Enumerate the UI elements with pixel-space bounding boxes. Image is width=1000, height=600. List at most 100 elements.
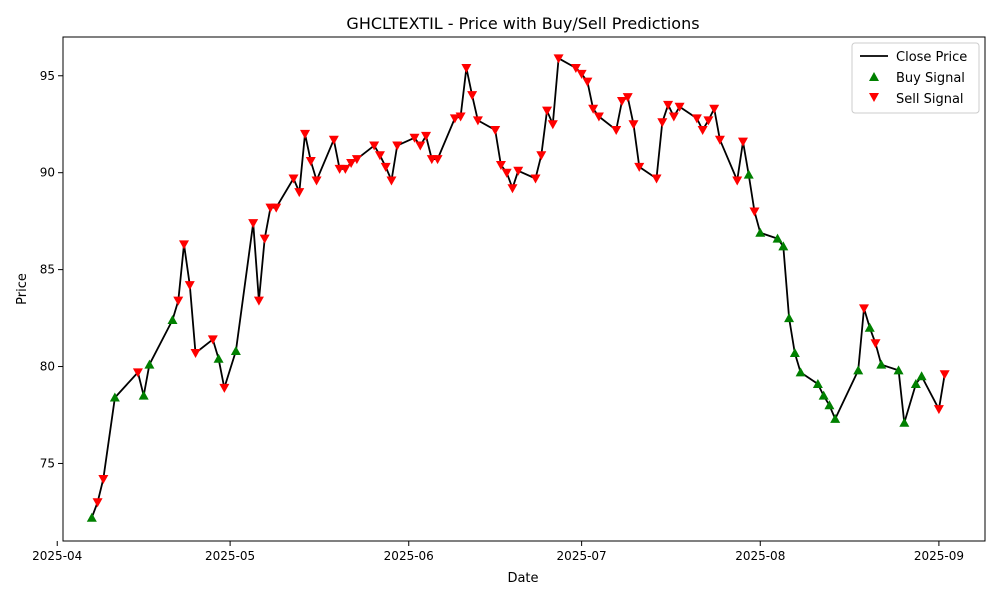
sell-signal-marker (409, 133, 420, 143)
x-axis-label: Date (507, 571, 538, 586)
sell-signal-marker (714, 135, 725, 145)
sell-signal-marker (507, 184, 518, 194)
sell-signal-marker (622, 93, 633, 103)
sell-signal-marker (340, 164, 351, 174)
sell-signal-marker (253, 296, 264, 306)
y-tick-label: 95 (40, 69, 55, 83)
sell-signal-marker (449, 114, 460, 124)
sell-signal-marker (386, 176, 397, 186)
legend-label-buy: Buy Signal (896, 71, 965, 86)
buy-signal-marker (230, 346, 241, 356)
sell-signal-marker (294, 188, 305, 198)
x-tick-label: 2025-08 (735, 549, 785, 563)
buy-signal-marker (789, 347, 800, 357)
buy-signal-marker (109, 392, 120, 402)
sell-signal-marker (467, 91, 478, 101)
x-tick-label: 2025-07 (557, 549, 607, 563)
sell-signal-marker (634, 162, 645, 172)
sell-signal-marker (490, 126, 501, 136)
sell-signal-marker (248, 219, 259, 229)
buy-signal-marker (743, 169, 754, 179)
sell-signal-marker (472, 116, 483, 126)
sell-signal-marker (98, 474, 109, 484)
sell-signal-marker (588, 104, 599, 114)
sell-signal-marker (369, 141, 380, 151)
sell-signal-marker (628, 120, 639, 130)
buy-signal-marker (144, 359, 155, 369)
buy-signal-marker (784, 313, 795, 323)
sell-signal-marker (179, 240, 190, 250)
sell-signal-marker (570, 64, 581, 74)
sell-signal-marker (582, 77, 593, 87)
sell-signal-marker (536, 151, 547, 161)
sell-signal-marker (593, 112, 604, 122)
sell-signal-marker (300, 129, 311, 139)
sell-signal-marker (495, 160, 506, 170)
sell-signal-marker (674, 102, 685, 112)
x-tick-label: 2025-06 (384, 549, 434, 563)
buy-signal-marker (899, 417, 910, 427)
chart-title: GHCLTEXTIL - Price with Buy/Sell Predict… (346, 14, 699, 33)
sell-signal-marker (542, 106, 553, 116)
sell-signal-marker (870, 339, 881, 349)
sell-signal-marker (697, 126, 708, 136)
sell-signal-marker (92, 498, 103, 508)
sell-signal-marker (415, 141, 426, 151)
sell-signal-marker (271, 203, 282, 213)
legend-frame (851, 42, 980, 114)
sell-signal-marker (709, 104, 720, 114)
sell-signal-marker (858, 304, 869, 314)
sell-signal-marker (530, 174, 541, 184)
sell-signal-marker (432, 155, 443, 165)
buy-signal-marker (893, 365, 904, 375)
buy-signal-marker (853, 365, 864, 375)
sell-signal-marker (616, 96, 627, 106)
buy-signal-marker (916, 371, 927, 381)
legend-label-close: Close Price (896, 50, 967, 65)
buy-signal-marker (910, 378, 921, 388)
sell-signal-marker (392, 141, 403, 151)
sell-signal-marker (651, 174, 662, 184)
plot-area (86, 54, 950, 522)
sell-signal-marker (663, 100, 674, 110)
legend-label-sell: Sell Signal (896, 92, 964, 107)
y-tick-label: 90 (40, 166, 55, 180)
x-tick-label: 2025-04 (32, 549, 82, 563)
buy-signal-marker (138, 390, 149, 400)
y-tick-label: 85 (40, 263, 55, 277)
sell-signal-marker (657, 118, 668, 128)
buy-signal-marker (755, 227, 766, 237)
sell-signal-marker (737, 137, 748, 147)
sell-signal-marker (668, 112, 679, 122)
y-axis-label: Price (15, 273, 30, 305)
buy-signal-marker (778, 241, 789, 251)
buy-signal-marker (876, 359, 887, 369)
sell-signal-marker (259, 234, 270, 244)
x-tick-label: 2025-05 (205, 549, 255, 563)
sell-signal-marker (576, 69, 587, 79)
legend: Close Price Buy Signal Sell Signal (851, 42, 980, 114)
buy-signal-marker (824, 400, 835, 410)
buy-signal-marker (812, 378, 823, 388)
sell-signal-marker (691, 114, 702, 124)
sell-signal-marker (421, 131, 432, 141)
buy-signal-marker (167, 315, 178, 325)
sell-signal-marker (611, 126, 622, 136)
sell-signal-marker (513, 166, 524, 176)
x-tick-label: 2025-09 (914, 549, 964, 563)
axes-frame (62, 36, 986, 542)
buy-signal-marker (830, 413, 841, 423)
legend-buy-swatch (869, 72, 879, 81)
buy-signal-marker (86, 512, 97, 522)
sell-signal-marker (311, 176, 322, 186)
y-tick-label: 80 (40, 360, 55, 374)
sell-signal-marker (933, 405, 944, 415)
sell-signal-marker (288, 174, 299, 184)
buy-signal-marker (213, 353, 224, 363)
buy-signal-marker (818, 390, 829, 400)
sell-signal-marker (455, 112, 466, 122)
sell-signal-marker (305, 157, 316, 167)
sell-signal-marker (351, 155, 362, 165)
